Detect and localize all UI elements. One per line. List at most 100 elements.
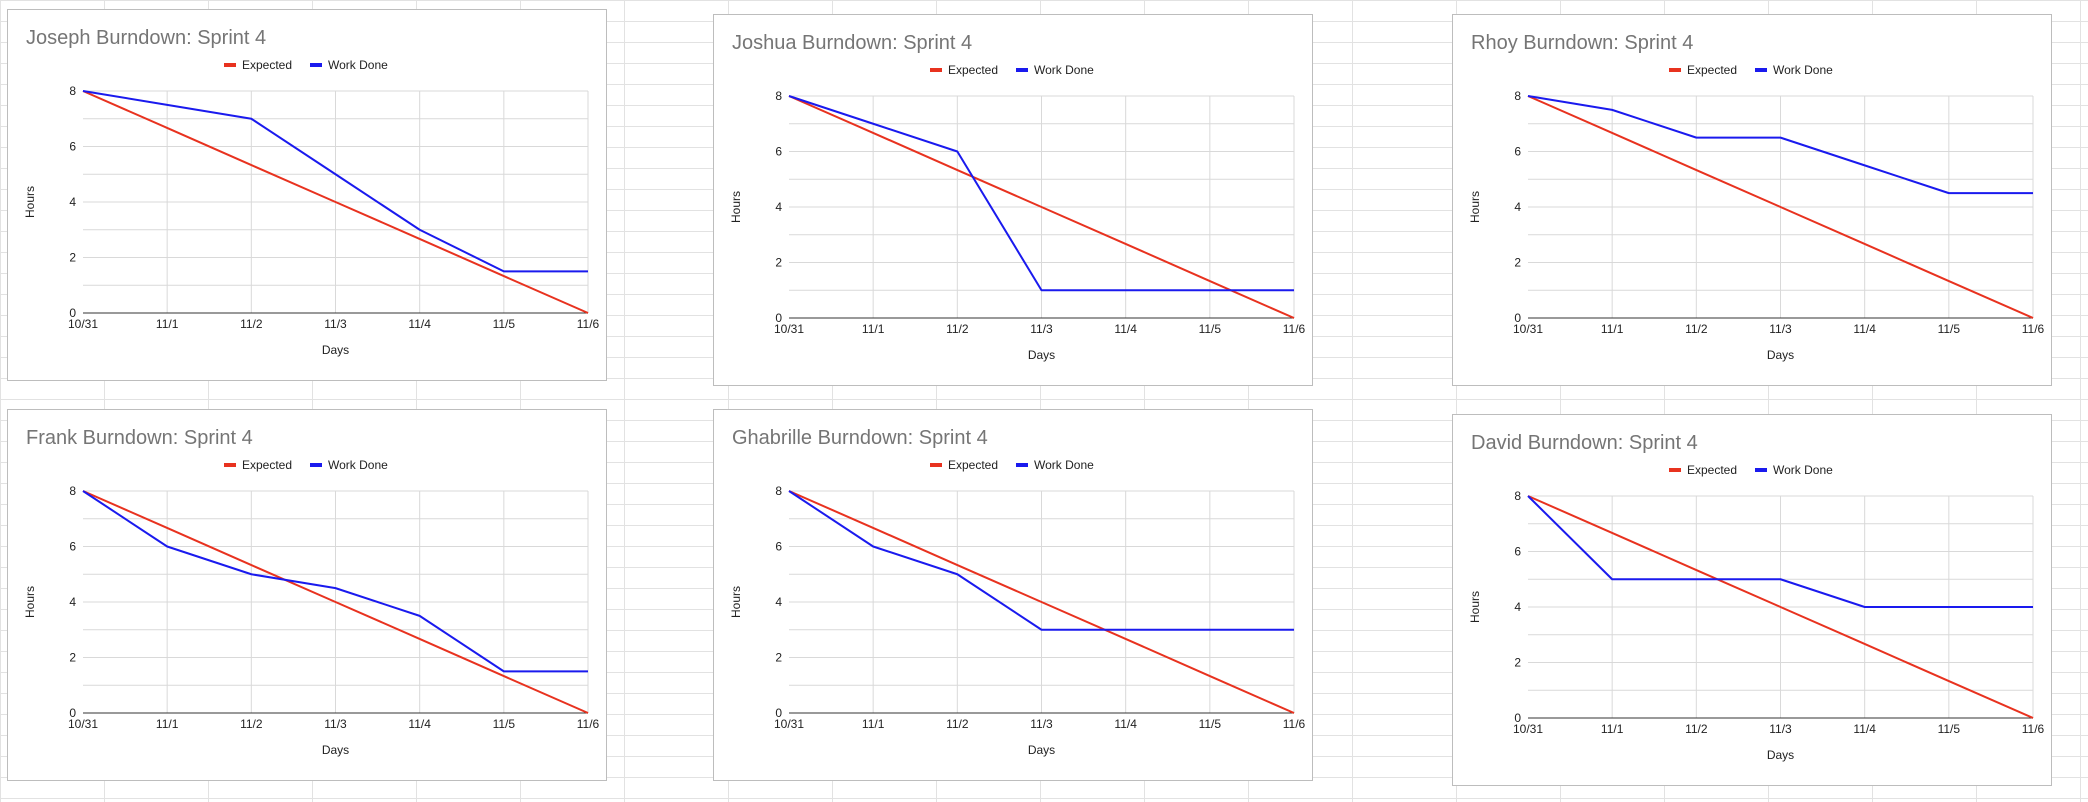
x-tick-label: 11/3 (324, 717, 347, 731)
y-tick-label: 4 (775, 200, 782, 214)
chart-legend[interactable]: Expected Work Done (224, 458, 388, 472)
legend-label-work-done: Work Done (1773, 463, 1833, 477)
series-line-expected[interactable] (788, 490, 1295, 714)
x-tick-label: 11/2 (240, 317, 263, 331)
series-line-expected[interactable] (82, 90, 589, 314)
chart-svg: David Burndown: Sprint 4 Expected Work Don… (1468, 432, 2045, 762)
chart-svg: Joshua Burndown: Sprint 4 Expected Work Do… (729, 32, 1306, 362)
x-tick-label: 11/3 (1030, 717, 1053, 731)
x-tick-label: 11/1 (156, 317, 179, 331)
legend-swatch-work-done (310, 463, 322, 467)
x-tick-label: 11/6 (577, 717, 600, 731)
series-line-expected[interactable] (788, 95, 1295, 319)
x-tick-label: 10/31 (1513, 722, 1543, 736)
y-tick-label: 2 (775, 256, 782, 270)
x-tick-label: 10/31 (774, 322, 804, 336)
x-tick-label: 11/5 (493, 317, 516, 331)
y-tick-label: 8 (775, 89, 782, 103)
y-tick-label: 6 (775, 540, 782, 554)
y-tick-label: 2 (1514, 656, 1521, 670)
x-axis-title: Days (1767, 748, 1794, 762)
chart-svg: Ghabrille Burndown: Sprint 4 Expected Work… (729, 427, 1306, 757)
x-tick-label: 11/5 (1938, 722, 1961, 736)
series-line-work-done[interactable] (1527, 95, 2033, 195)
legend-label-work-done: Work Done (1773, 63, 1833, 77)
y-tick-label: 6 (775, 145, 782, 159)
x-tick-label: 11/2 (240, 717, 263, 731)
chart-card-joshua[interactable]: Joshua Burndown: Sprint 4 Expected Work Do… (713, 14, 1313, 386)
legend-label-work-done: Work Done (328, 458, 388, 472)
x-tick-label: 11/1 (1601, 322, 1624, 336)
chart-legend[interactable]: Expected Work Done (1669, 463, 1833, 477)
series-line-work-done[interactable] (82, 490, 588, 673)
chart-card-david[interactable]: David Burndown: Sprint 4 Expected Work Don… (1452, 414, 2052, 786)
legend-swatch-expected (1669, 68, 1681, 72)
x-tick-label: 11/4 (1114, 322, 1137, 336)
y-tick-label: 4 (775, 595, 782, 609)
chart-legend[interactable]: Expected Work Done (224, 58, 388, 72)
legend-swatch-work-done (310, 63, 322, 67)
x-tick-label: 11/2 (946, 717, 969, 731)
y-tick-label: 8 (69, 484, 76, 498)
legend-swatch-expected (224, 63, 236, 67)
x-tick-label: 11/1 (862, 717, 885, 731)
chart-card-frank[interactable]: Frank Burndown: Sprint 4 Expected Work Don… (7, 409, 607, 781)
chart-title: Rhoy Burndown: Sprint 4 (1471, 32, 1693, 54)
chart-card-rhoy[interactable]: Rhoy Burndown: Sprint 4 Expected Work Done… (1452, 14, 2052, 386)
y-tick-label: 8 (1514, 89, 1521, 103)
y-axis-title: Hours (23, 186, 37, 218)
y-tick-label: 4 (1514, 600, 1521, 614)
y-axis-title: Hours (23, 586, 37, 618)
x-tick-label: 11/3 (1769, 322, 1792, 336)
series-line-work-done[interactable] (788, 490, 1294, 631)
x-tick-label: 11/4 (1114, 717, 1137, 731)
x-tick-label: 11/3 (1030, 322, 1053, 336)
chart-card-ghabrille[interactable]: Ghabrille Burndown: Sprint 4 Expected Work… (713, 409, 1313, 781)
x-tick-label: 11/4 (1853, 322, 1876, 336)
y-tick-label: 2 (775, 651, 782, 665)
x-tick-label: 11/6 (2022, 722, 2045, 736)
chart-card-joseph[interactable]: Joseph Burndown: Sprint 4 Expected Work Do… (7, 9, 607, 381)
series-line-work-done[interactable] (82, 90, 588, 273)
y-axis-title: Hours (729, 586, 743, 618)
y-tick-label: 2 (69, 651, 76, 665)
x-axis-title: Days (1028, 743, 1055, 757)
y-tick-label: 0 (1514, 311, 1521, 325)
y-tick-label: 2 (1514, 256, 1521, 270)
chart-title: Joseph Burndown: Sprint 4 (26, 27, 266, 49)
legend-swatch-expected (930, 463, 942, 467)
y-tick-label: 6 (69, 140, 76, 154)
y-tick-label: 8 (69, 84, 76, 98)
x-axis-title: Days (322, 743, 349, 757)
series-line-expected[interactable] (82, 490, 589, 714)
legend-label-expected: Expected (1687, 63, 1737, 77)
y-tick-label: 0 (1514, 711, 1521, 725)
legend-swatch-expected (930, 68, 942, 72)
chart-legend[interactable]: Expected Work Done (930, 458, 1094, 472)
series-line-expected[interactable] (1527, 95, 2034, 319)
x-tick-label: 11/6 (2022, 322, 2045, 336)
legend-swatch-work-done (1016, 463, 1028, 467)
x-tick-label: 11/4 (408, 317, 431, 331)
chart-title: David Burndown: Sprint 4 (1471, 432, 1698, 454)
series-line-expected[interactable] (1527, 495, 2034, 719)
legend-swatch-work-done (1755, 468, 1767, 472)
chart-legend[interactable]: Expected Work Done (1669, 63, 1833, 77)
legend-swatch-work-done (1755, 68, 1767, 72)
series-line-work-done[interactable] (788, 95, 1294, 292)
x-tick-label: 11/4 (1853, 722, 1876, 736)
x-tick-label: 10/31 (774, 717, 804, 731)
y-tick-label: 6 (1514, 545, 1521, 559)
legend-label-work-done: Work Done (1034, 458, 1094, 472)
x-tick-label: 11/5 (493, 717, 516, 731)
legend-swatch-work-done (1016, 68, 1028, 72)
chart-legend[interactable]: Expected Work Done (930, 63, 1094, 77)
chart-svg: Joseph Burndown: Sprint 4 Expected Work Do… (23, 27, 600, 357)
y-tick-label: 8 (775, 484, 782, 498)
x-axis-title: Days (322, 343, 349, 357)
series-line-work-done[interactable] (1527, 495, 2033, 608)
y-tick-label: 2 (69, 251, 76, 265)
y-tick-label: 6 (1514, 145, 1521, 159)
x-axis-title: Days (1028, 348, 1055, 362)
chart-title: Frank Burndown: Sprint 4 (26, 427, 253, 449)
